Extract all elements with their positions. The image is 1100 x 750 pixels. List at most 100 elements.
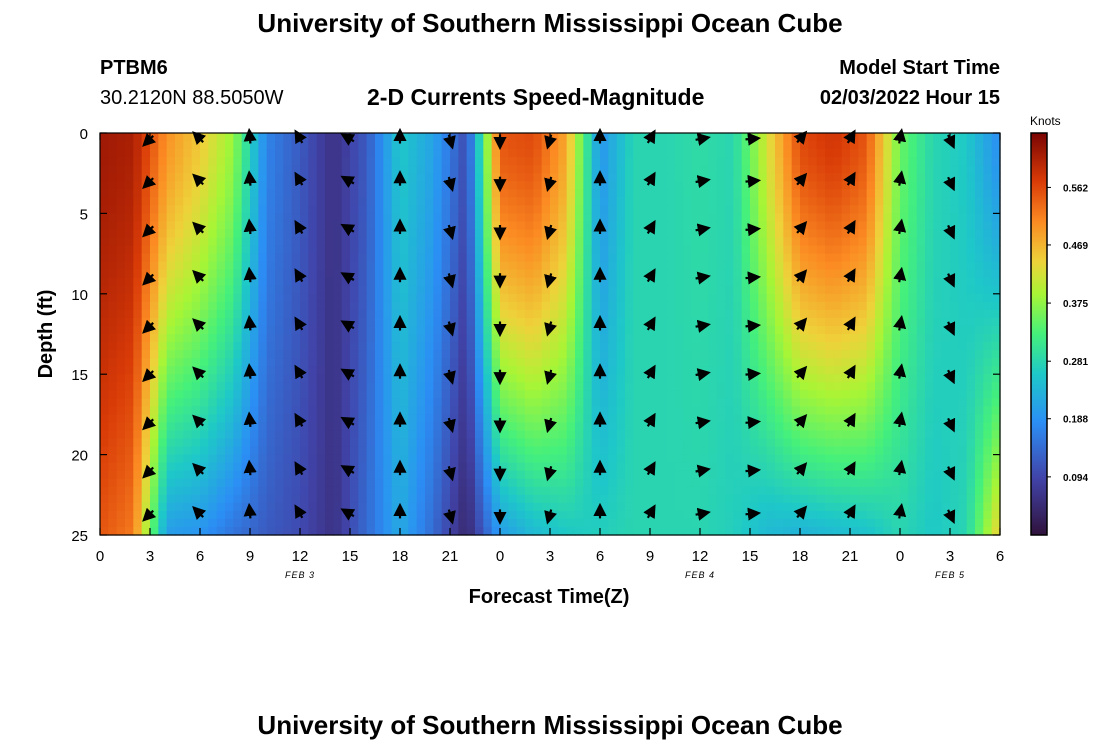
heat-cell: [508, 510, 518, 520]
heat-cell: [233, 478, 243, 488]
heat-cell: [150, 325, 159, 335]
heat-cell: [500, 269, 509, 279]
heat-cell: [816, 526, 826, 536]
heat-cell: [641, 438, 651, 448]
heat-cell: [558, 518, 568, 528]
heat-cell: [416, 430, 426, 440]
heat-cell: [558, 430, 568, 440]
heat-cell: [500, 462, 509, 472]
heat-cell: [725, 285, 734, 295]
heat-cell: [733, 277, 743, 287]
heat-cell: [616, 462, 626, 472]
heat-cell: [458, 277, 468, 287]
heat-cell: [891, 430, 901, 440]
heat-cell: [158, 526, 168, 536]
heat-cell: [725, 342, 734, 351]
heat-cell: [408, 486, 418, 496]
heat-cell: [875, 277, 884, 287]
heat-cell: [300, 173, 309, 182]
heat-cell: [591, 422, 601, 432]
heat-cell: [650, 277, 659, 287]
heat-cell: [416, 325, 426, 335]
heat-cell: [433, 253, 443, 263]
heat-cell: [466, 526, 476, 536]
heat-cell: [875, 205, 884, 214]
heat-cell: [691, 422, 701, 432]
heat-cell: [883, 494, 893, 504]
heat-cell: [158, 301, 168, 311]
heat-cell: [483, 309, 493, 319]
heat-cell: [733, 390, 743, 399]
heat-cell: [533, 334, 543, 343]
heat-cell: [225, 438, 234, 448]
heat-cell: [266, 342, 276, 351]
heat-cell: [116, 510, 126, 520]
heat-cell: [250, 462, 259, 472]
heat-cell: [741, 334, 751, 343]
heat-cell: [333, 502, 343, 512]
heat-cell: [416, 293, 426, 303]
heat-cell: [641, 494, 651, 504]
heat-cell: [408, 406, 418, 415]
heat-cell: [266, 253, 276, 263]
heat-cell: [525, 374, 534, 383]
heat-cell: [300, 285, 309, 295]
heat-cell: [366, 526, 376, 536]
heat-cell: [716, 406, 726, 415]
heat-cell: [100, 133, 109, 142]
heat-cell: [416, 181, 426, 190]
heat-cell: [766, 398, 776, 407]
heat-cell: [491, 486, 501, 496]
heat-cell: [758, 478, 768, 488]
heat-cell: [275, 350, 284, 359]
heat-cell: [516, 390, 526, 399]
heat-cell: [141, 454, 151, 464]
heat-cell: [316, 173, 326, 182]
heat-cell: [275, 486, 284, 496]
heat-cell: [875, 398, 884, 407]
heat-cell: [783, 173, 793, 182]
heat-cell: [708, 470, 718, 480]
heat-cell: [400, 342, 409, 351]
heat-cell: [925, 181, 934, 190]
heat-cell: [750, 229, 759, 239]
heat-cell: [775, 398, 784, 407]
heat-cell: [483, 470, 493, 480]
heat-cell: [258, 301, 268, 311]
heat-cell: [741, 317, 751, 327]
heat-cell: [250, 342, 259, 351]
heat-cell: [116, 502, 126, 512]
heat-cell: [441, 390, 451, 399]
heat-cell: [633, 325, 643, 335]
heat-cell: [775, 494, 784, 504]
heat-cell: [150, 253, 159, 263]
heat-cell: [208, 526, 218, 536]
heat-cell: [800, 197, 809, 206]
heat-cell: [158, 478, 168, 488]
heat-cell: [566, 237, 576, 247]
heat-cell: [891, 181, 901, 190]
heat-cell: [341, 502, 351, 512]
heat-cell: [858, 213, 868, 223]
heat-cell: [658, 478, 668, 488]
heat-cell: [500, 229, 509, 239]
heat-cell: [341, 422, 351, 432]
heat-cell: [458, 518, 468, 528]
heat-cell: [875, 526, 884, 536]
heat-cell: [675, 478, 684, 488]
heat-cell: [441, 358, 451, 367]
heat-cell: [850, 342, 859, 351]
heat-cell: [108, 334, 118, 343]
heat-cell: [666, 229, 676, 239]
heat-cell: [708, 374, 718, 383]
heat-cell: [141, 526, 151, 536]
heat-cell: [250, 398, 259, 407]
heat-cell: [175, 470, 184, 480]
heat-cell: [783, 478, 793, 488]
heat-cell: [333, 366, 343, 375]
heat-cell: [675, 422, 684, 432]
heat-cell: [566, 285, 576, 295]
heat-cell: [725, 414, 734, 424]
heat-cell: [208, 374, 218, 383]
heat-cell: [766, 430, 776, 440]
